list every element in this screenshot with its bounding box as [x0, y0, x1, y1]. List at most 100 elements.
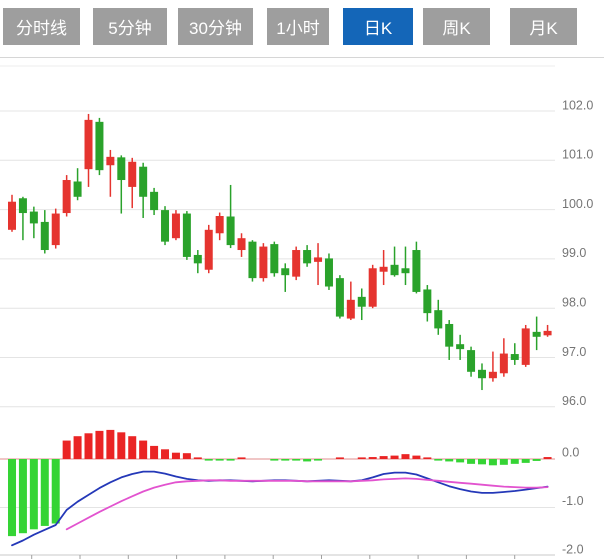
- candle-body: [445, 323, 454, 347]
- candle-body: [467, 350, 476, 372]
- candle-body: [368, 268, 377, 307]
- candle-body: [29, 211, 38, 224]
- price-axis-label: 102.0: [562, 98, 593, 112]
- macd-bar: [128, 436, 137, 459]
- candle: [193, 250, 202, 274]
- price-axis-label: 96.0: [562, 394, 586, 408]
- macd-bar: [62, 440, 71, 459]
- y-axis-labels: 102.0 101.0 100.0 99.0 98.0 97.0 96.0 0.0 -1.0 -2…: [562, 98, 593, 556]
- candle: [390, 246, 399, 277]
- tab-daily-k[interactable]: 日K: [343, 8, 413, 45]
- macd-bar: [51, 459, 60, 524]
- tab-30min[interactable]: 30分钟: [178, 8, 253, 45]
- candle: [281, 263, 290, 292]
- candle-body: [499, 353, 508, 374]
- candle-body: [379, 266, 388, 272]
- candle-body: [95, 121, 104, 171]
- macd-bar: [117, 432, 126, 459]
- macd-bar: [73, 436, 82, 459]
- candle-body: [117, 157, 126, 181]
- candle-body: [128, 161, 137, 187]
- tab-1hour[interactable]: 1小时: [267, 8, 329, 45]
- candle: [346, 281, 355, 321]
- macd-bar: [477, 459, 486, 465]
- candle-body: [204, 229, 213, 270]
- macd-bar: [8, 459, 16, 537]
- candle: [8, 194, 16, 232]
- macd-bar: [401, 454, 410, 459]
- candle-body: [303, 250, 312, 264]
- macd-axis-label: 0.0: [562, 445, 579, 459]
- macd-bar: [434, 459, 443, 461]
- candle: [150, 187, 159, 216]
- candle: [532, 316, 541, 351]
- candle: [161, 206, 170, 246]
- tab-5min[interactable]: 5分钟: [93, 8, 167, 45]
- tab-timeline[interactable]: 分时线: [3, 8, 80, 45]
- candle-body: [171, 213, 180, 239]
- candlestick-series: [8, 113, 552, 391]
- macd-bar: [314, 459, 323, 461]
- candle: [182, 211, 191, 260]
- macd-bar: [532, 459, 541, 461]
- macd-bar: [335, 457, 344, 459]
- macd-bar: [237, 457, 246, 459]
- macd-lines: [11, 470, 549, 547]
- tab-monthly-k[interactable]: 月K: [510, 8, 577, 45]
- candle-body: [324, 258, 333, 287]
- candle-body: [488, 371, 497, 379]
- candle: [226, 184, 235, 249]
- candle-body: [237, 238, 246, 251]
- macd-bar: [139, 440, 148, 459]
- macd-bar: [510, 459, 519, 464]
- macd-axis-label: -2.0: [562, 542, 584, 556]
- candle: [423, 285, 432, 322]
- macd-bar: [106, 429, 115, 459]
- candle: [139, 162, 148, 218]
- macd-bar: [193, 457, 202, 459]
- macd-bar: [379, 456, 388, 459]
- macd-bar: [95, 430, 104, 459]
- candle: [324, 253, 333, 290]
- candle: [314, 243, 323, 286]
- macd-bar: [161, 449, 170, 459]
- candle-body: [193, 254, 202, 264]
- macd-bar: [292, 459, 301, 461]
- candle: [292, 246, 301, 281]
- candle-body: [62, 180, 71, 214]
- candle-body: [248, 241, 257, 279]
- candle-body: [532, 331, 541, 337]
- candle-body: [412, 250, 421, 292]
- candle-body: [390, 264, 399, 276]
- candle: [259, 243, 268, 282]
- macd-bar: [303, 459, 312, 462]
- candle-body: [161, 210, 170, 242]
- candle-body: [335, 278, 344, 317]
- candle-body: [51, 213, 60, 246]
- candle: [62, 175, 71, 217]
- candle-body: [226, 216, 235, 246]
- candle: [357, 288, 366, 321]
- candle: [379, 250, 388, 286]
- candle: [543, 324, 552, 337]
- candle: [84, 113, 93, 187]
- candle: [401, 246, 410, 286]
- candle-body: [106, 156, 115, 166]
- macd-bar: [84, 433, 93, 459]
- interval-tabbar: 分时线 5分钟 30分钟 1小时 日K 周K 月K: [0, 0, 604, 57]
- macd-bar: [423, 457, 432, 459]
- candle: [412, 241, 421, 294]
- tab-weekly-k[interactable]: 周K: [423, 8, 490, 45]
- macd-bar: [270, 459, 279, 461]
- candle-body: [40, 221, 49, 251]
- candle-body: [139, 166, 148, 197]
- macd-bar: [182, 453, 191, 459]
- macd-bar: [456, 459, 465, 463]
- candle: [510, 343, 519, 365]
- macd-bar: [467, 459, 476, 464]
- dea-line: [65, 477, 549, 531]
- candle-body: [259, 246, 268, 279]
